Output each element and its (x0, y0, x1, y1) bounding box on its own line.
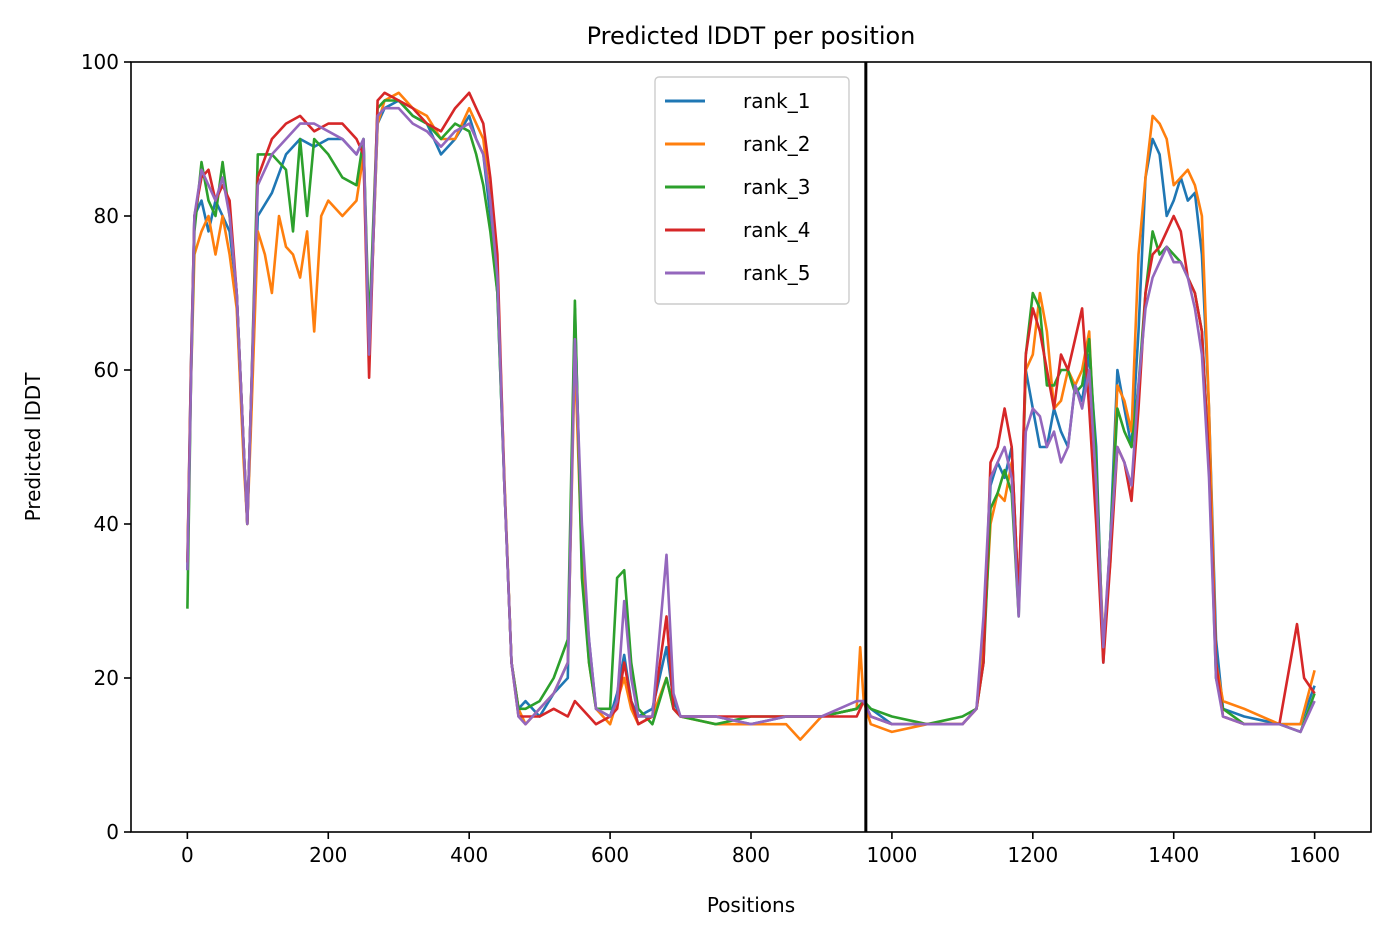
y-tick-label: 100 (81, 50, 119, 74)
legend-box (654, 76, 850, 305)
series-line-rank_3 (186, 99, 1316, 734)
x-tick-label: 400 (450, 843, 488, 867)
x-tick-label: 0 (181, 843, 194, 867)
x-tick-label: 1400 (1148, 843, 1199, 867)
y-tick-label: 60 (94, 358, 119, 382)
y-axis-label: Predicted lDDT (21, 372, 45, 522)
x-tick-label: 600 (591, 843, 629, 867)
legend-label-rank_3: rank_3 (743, 175, 810, 199)
series-line-rank_4 (186, 91, 1316, 726)
chart-title: Predicted lDDT per position (587, 22, 916, 50)
y-tick-label: 0 (106, 820, 119, 844)
y-axis: 0 20 40 60 80 100 (81, 50, 131, 844)
series-line-rank_5 (186, 106, 1316, 734)
series-group (186, 91, 1316, 741)
x-tick-label: 1200 (1007, 843, 1058, 867)
x-axis-label: Positions (707, 893, 795, 917)
legend: rank_1 rank_2 rank_3 rank_4 rank_5 (654, 76, 850, 305)
x-tick-label: 200 (309, 843, 347, 867)
y-tick-label: 80 (94, 204, 119, 228)
x-axis: 0 200 400 600 800 1000 1200 1400 1600 (181, 832, 1340, 867)
legend-label-rank_2: rank_2 (743, 132, 810, 156)
y-tick-label: 20 (94, 666, 119, 690)
legend-label-rank_1: rank_1 (743, 89, 810, 113)
y-tick-label: 40 (94, 512, 119, 536)
x-tick-label: 1600 (1289, 843, 1340, 867)
legend-label-rank_4: rank_4 (743, 218, 810, 242)
plot-area (130, 61, 1372, 833)
x-tick-label: 1000 (866, 843, 917, 867)
legend-label-rank_5: rank_5 (743, 261, 810, 285)
x-tick-label: 800 (732, 843, 770, 867)
